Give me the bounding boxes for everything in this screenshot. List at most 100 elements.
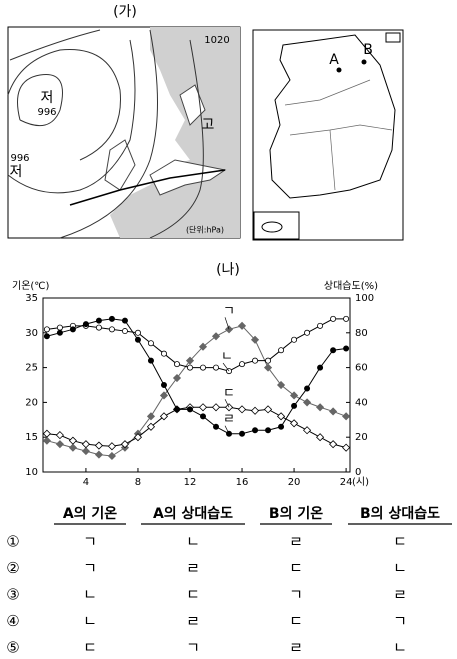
point [172,373,182,383]
point [316,433,325,442]
map-title: (가) [113,4,137,20]
y2-tick-label: 100 [355,293,374,304]
point [81,440,90,449]
series-line [46,325,347,457]
point-b [361,59,367,65]
front [69,169,226,206]
series-label: ㄴ [221,350,233,365]
boundary [284,79,371,106]
x-tick-label: 12 [184,477,197,488]
point [159,412,169,421]
table-header: A의 기온 [63,505,117,522]
point [276,412,286,421]
label-leader [222,362,230,372]
point [159,391,169,400]
point [94,441,104,450]
table-cell: ㄱ [186,639,200,657]
map-label: (단위:hPa) [186,225,224,235]
plot-frame [42,297,351,473]
point [133,433,143,442]
point [134,329,141,336]
option-number: ① [6,533,19,551]
isobar [59,29,158,239]
point [265,357,272,364]
point [186,364,193,371]
series-label: ㄱ [223,304,235,319]
point [69,326,76,333]
land [110,27,240,238]
table-cell: ㄱ [83,533,97,551]
point [107,442,117,451]
point [252,427,259,434]
point [211,403,221,412]
y2-tick-label: 0 [355,467,361,478]
point [278,347,285,354]
jeju [261,221,283,233]
y2-axis-title: 상대습도(%) [324,280,378,292]
point [317,364,324,371]
table-cell: ㄹ [186,612,200,630]
table-cell: ㄴ [393,559,407,577]
table-cell: ㄴ [83,612,97,630]
point [250,406,260,415]
point [237,321,247,330]
table-cell: ㄷ [83,639,97,657]
point [330,347,337,354]
boundary [329,129,336,191]
point [95,324,102,331]
option-number: ② [6,559,19,577]
point [146,412,156,421]
map-label: 고 [202,117,215,133]
table-cell: ㄹ [393,586,407,604]
point [82,321,89,328]
point [304,385,311,392]
point [121,317,128,324]
point [160,381,167,388]
korea-map: A B [252,29,404,241]
point [173,406,180,413]
isobar [17,73,63,127]
point-label: B [363,42,373,58]
point [43,326,50,333]
series-label: ㄷ [223,386,235,401]
point [303,398,312,407]
point [186,406,193,413]
point [291,336,298,343]
point [95,317,102,324]
table-cell: ㄴ [393,639,407,657]
point [121,328,128,335]
point [120,440,130,449]
point [211,332,221,341]
point [42,429,51,438]
point [278,423,285,430]
point [43,333,50,340]
point [56,324,63,331]
x-tick-label: 16 [236,477,249,488]
label-leader [224,317,230,330]
table-cell: ㄴ [186,533,200,551]
japan-outline [149,159,227,196]
point [147,340,154,347]
table-cell: ㄹ [289,533,303,551]
point [108,326,115,333]
point [303,426,312,435]
table-header: B의 기온 [269,505,323,522]
point [173,361,180,368]
point [330,315,337,322]
point [56,329,63,336]
y-tick-label: 25 [25,363,38,374]
point [198,403,208,412]
map-label: 저 [41,90,54,106]
point [42,436,51,445]
point [265,427,272,434]
label-leader [224,399,230,408]
point [250,335,260,344]
point [200,413,207,420]
point [289,391,299,400]
point [289,419,299,428]
table-cell: ㄴ [83,586,97,604]
x-tick-label: 24 [340,477,353,488]
point [342,443,351,452]
